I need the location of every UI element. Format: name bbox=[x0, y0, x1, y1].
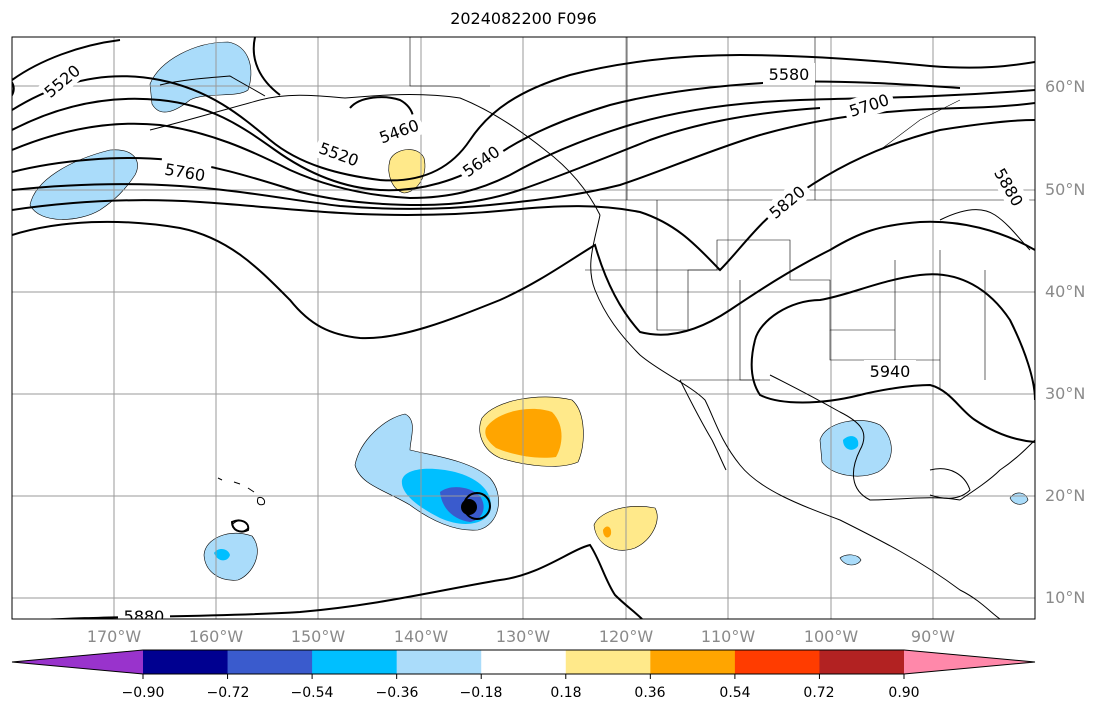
lat-tick-label: 10°N bbox=[1045, 588, 1085, 607]
colorbar-segment bbox=[819, 650, 905, 674]
map-title: 2024082200 F096 bbox=[450, 9, 597, 28]
lon-tick-label: 140°W bbox=[394, 627, 449, 646]
colorbar-tick-label: −0.54 bbox=[291, 685, 334, 701]
lat-tick-label: 20°N bbox=[1045, 486, 1085, 505]
negative-anomaly-region bbox=[839, 554, 862, 566]
lon-tick-label: 150°W bbox=[291, 627, 346, 646]
lat-tick-label: 50°N bbox=[1045, 180, 1085, 199]
colorbar bbox=[11, 649, 1036, 679]
colorbar-extend-high bbox=[904, 650, 1035, 674]
longitude-labels: 170°W 160°W 150°W 140°W 130°W 120°W 110°… bbox=[87, 627, 955, 646]
map-frame bbox=[11, 36, 1036, 620]
colorbar-tick-labels: −0.90 −0.72 −0.54 −0.36 −0.18 0.18 0.36 … bbox=[122, 685, 920, 701]
anomaly-shading bbox=[29, 41, 1029, 581]
lat-tick-label: 40°N bbox=[1045, 282, 1085, 301]
contour-label: 5580 bbox=[769, 65, 810, 84]
lon-tick-label: 130°W bbox=[496, 627, 551, 646]
negative-anomaly-region bbox=[149, 41, 252, 113]
lat-tick-label: 60°N bbox=[1045, 77, 1085, 96]
colorbar-tick-label: 0.72 bbox=[803, 685, 834, 701]
lon-tick-label: 110°W bbox=[701, 627, 756, 646]
colorbar-tick-label: −0.90 bbox=[122, 685, 165, 701]
colorbar-extend-low bbox=[12, 650, 143, 674]
colorbar-tick-label: 0.18 bbox=[550, 685, 581, 701]
lon-tick-label: 170°W bbox=[87, 627, 142, 646]
negative-anomaly-region bbox=[214, 549, 230, 561]
colorbar-tick-label: 0.36 bbox=[634, 685, 665, 701]
contour-label: 5880 bbox=[124, 607, 165, 626]
lat-tick-label: 30°N bbox=[1045, 384, 1085, 403]
latitude-labels: 60°N 50°N 40°N 30°N 20°N 10°N bbox=[1045, 77, 1085, 607]
colorbar-segment bbox=[143, 650, 229, 674]
colorbar-tick-label: −0.72 bbox=[207, 685, 250, 701]
positive-anomaly-region bbox=[603, 526, 612, 538]
colorbar-segment bbox=[565, 650, 651, 674]
colorbar-segment bbox=[312, 650, 398, 674]
negative-anomaly-region bbox=[203, 532, 258, 581]
coastlines bbox=[149, 75, 1035, 619]
political-borders bbox=[409, 37, 1035, 390]
colorbar-segment bbox=[734, 650, 820, 674]
lon-tick-label: 90°W bbox=[911, 627, 955, 646]
colorbar-tick-label: 0.90 bbox=[888, 685, 919, 701]
colorbar-segment bbox=[481, 650, 567, 674]
colorbar-segment bbox=[396, 650, 482, 674]
lon-tick-label: 120°W bbox=[599, 627, 654, 646]
negative-anomaly-region bbox=[843, 436, 859, 450]
colorbar-tick-label: −0.18 bbox=[460, 685, 503, 701]
colorbar-tick-label: −0.36 bbox=[376, 685, 419, 701]
colorbar-tick-label: 0.54 bbox=[719, 685, 750, 701]
colorbar-segment bbox=[650, 650, 736, 674]
contour-label: 5940 bbox=[870, 362, 911, 381]
lon-tick-label: 100°W bbox=[804, 627, 859, 646]
colorbar-segment bbox=[227, 650, 313, 674]
lon-tick-label: 160°W bbox=[189, 627, 244, 646]
